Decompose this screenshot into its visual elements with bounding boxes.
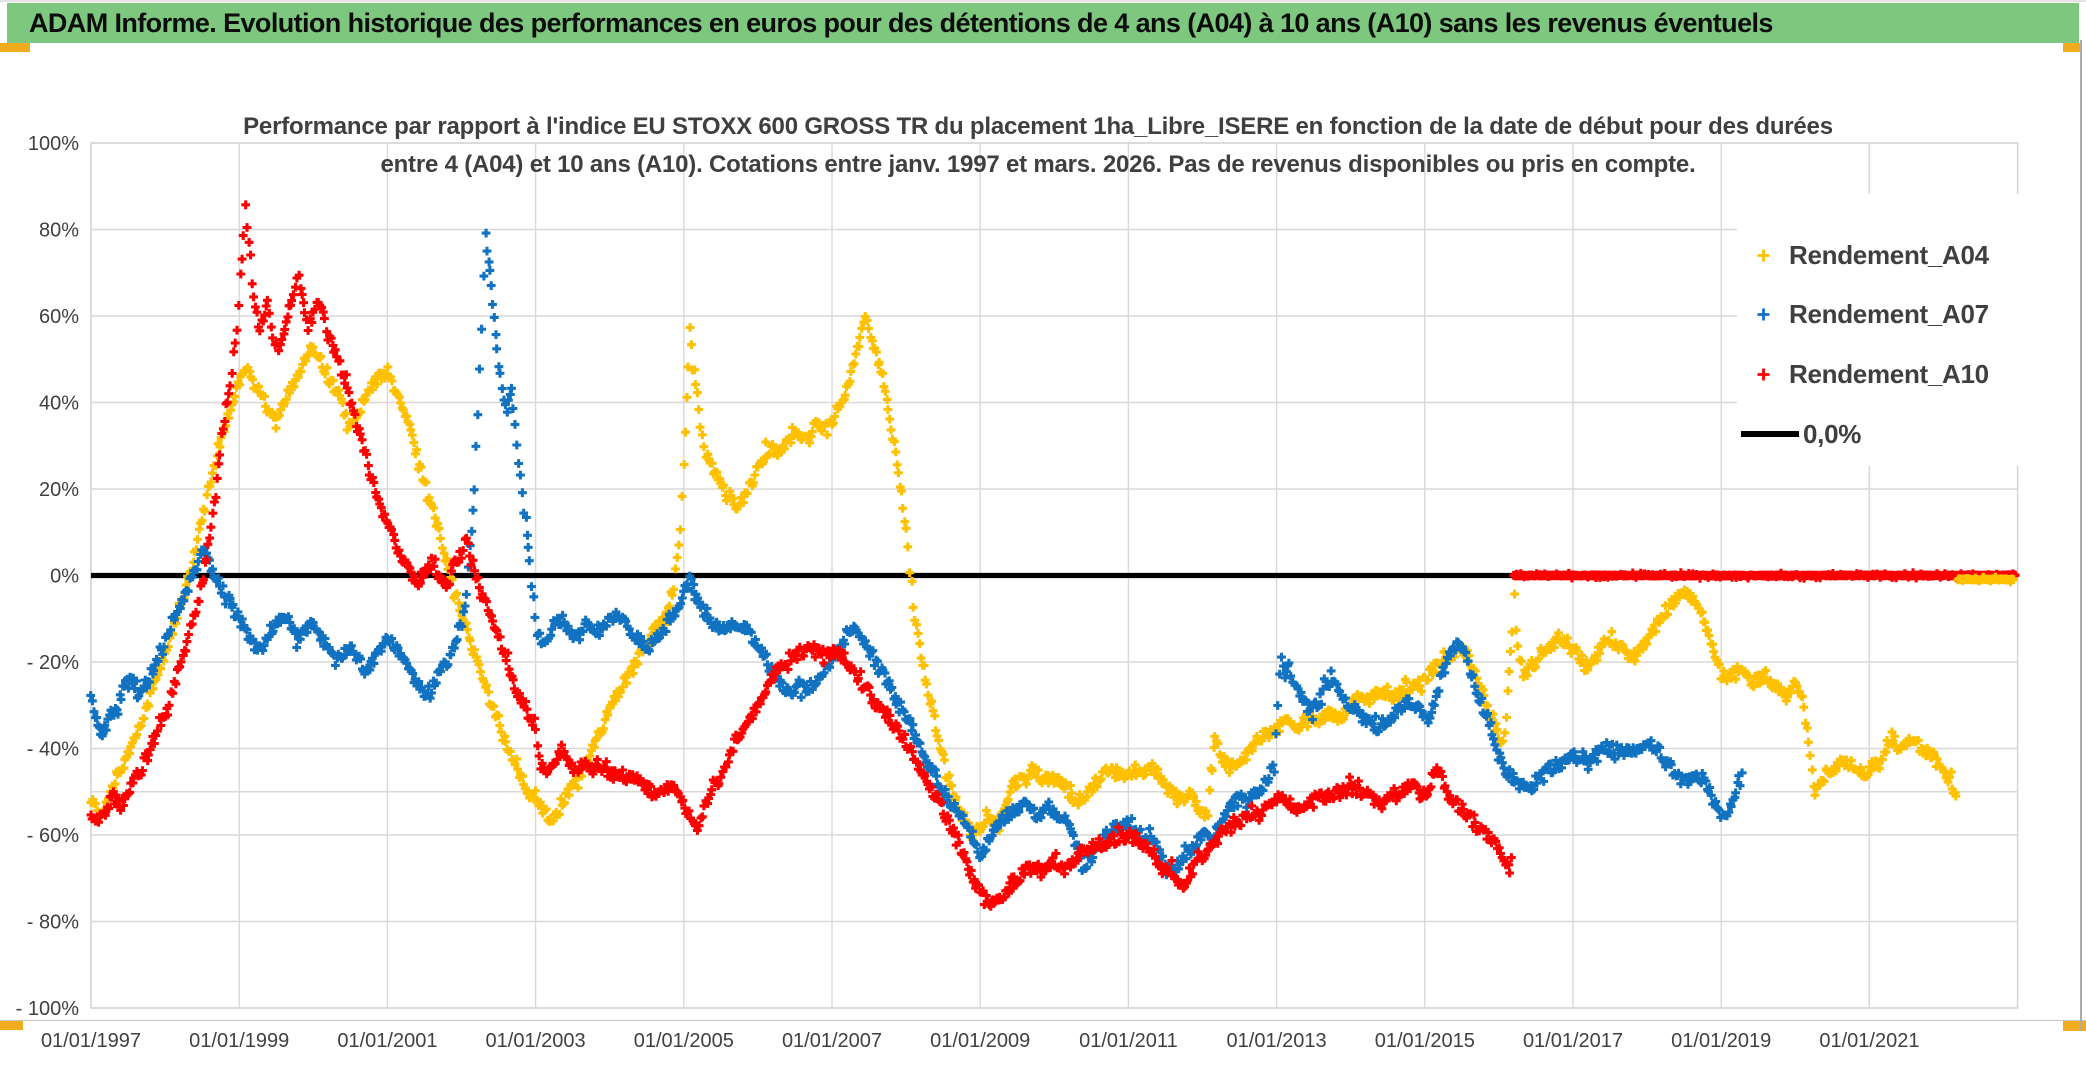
page-right-border [2080, 40, 2082, 1031]
zero-tail-rendement_a04 [1953, 572, 2018, 587]
x-axis-tick-label: 01/01/2013 [1227, 1030, 1327, 1052]
corner-accent-top-right [2063, 43, 2080, 52]
legend-item-rendement-a10[interactable]: Rendement_A10 [1737, 356, 2078, 392]
x-axis-tick-label: 01/01/2001 [337, 1030, 437, 1052]
y-axis-tick-label: - 20% [27, 652, 79, 674]
corner-accent-bottom-right [2063, 1020, 2086, 1031]
x-axis-tick-label: 01/01/1999 [189, 1030, 289, 1052]
y-axis-tick-label: - 40% [27, 739, 79, 761]
x-axis-tick-label: 01/01/2009 [930, 1030, 1030, 1052]
x-axis-tick-label: 01/01/2021 [1819, 1030, 1919, 1052]
performance-chart[interactable]: 100% 80% 60% 40% 20% 0% - 20% - 40% - 60% - 80% - … [0, 44, 2086, 1052]
legend-label: Rendement_A10 [1789, 358, 1989, 389]
legend-label: Rendement_A07 [1789, 298, 1989, 329]
line-marker-icon [1737, 429, 1803, 439]
x-axis-tick-label: 01/01/2005 [634, 1030, 734, 1052]
series-rendement_a07 [86, 228, 1747, 880]
x-axis-tick-label: 01/01/2019 [1671, 1030, 1771, 1052]
page-title: ADAM Informe. Evolution historique des p… [29, 7, 1773, 38]
chart-subtitle-line1: Performance par rapport à l'indice EU ST… [243, 113, 1833, 140]
plus-marker-icon [1737, 367, 1789, 382]
legend-item-rendement-a07[interactable]: Rendement_A07 [1737, 296, 2078, 332]
x-axis-tick-label: 01/01/2015 [1375, 1030, 1475, 1052]
y-axis-tick-label: 80% [39, 220, 79, 242]
series-rendement_a10 [86, 200, 1516, 911]
x-axis-tick-label: 01/01/1997 [41, 1030, 141, 1052]
legend-label: Rendement_A04 [1789, 239, 1989, 270]
y-axis-tick-label: 60% [39, 306, 79, 328]
x-axis-tick-label: 01/01/2011 [1079, 1030, 1178, 1052]
y-axis-tick-label: - 80% [27, 912, 79, 934]
title-bar: ADAM Informe. Evolution historique des p… [7, 3, 2079, 43]
x-axis-tick-label: 01/01/2007 [782, 1030, 882, 1052]
y-axis-tick-label: - 60% [27, 825, 79, 847]
page-top-border [0, 0, 2086, 2]
legend-item-rendement-a04[interactable]: Rendement_A04 [1737, 237, 2078, 273]
chart-subtitle: Performance par rapport à l'indice EU ST… [160, 108, 1916, 184]
y-axis-tick-label: 40% [39, 393, 79, 415]
series-rendement_a04 [86, 312, 1961, 844]
chart-subtitle-line2: entre 4 (A04) et 10 ans (A10). Cotations… [380, 151, 1696, 178]
plus-marker-icon [1737, 248, 1789, 263]
legend-item-zero-line[interactable]: 0,0% [1737, 416, 2078, 452]
zero-tail-rendement_a10 [1509, 568, 2020, 583]
page-bottom-border [0, 1020, 2086, 1021]
x-axis-tick-label: 01/01/2017 [1523, 1030, 1623, 1052]
y-axis-tick-label: 100% [28, 133, 79, 155]
y-axis-tick-label: 0% [50, 566, 79, 588]
x-axis-tick-label: 01/01/2003 [486, 1030, 586, 1052]
corner-accent-bottom-left [0, 1020, 23, 1030]
y-axis-tick-label: 20% [39, 479, 79, 501]
chart-legend: Rendement_A04 Rendement_A07 Rendement_A1… [1737, 194, 2078, 466]
y-axis-tick-label: - 100% [16, 998, 80, 1020]
plus-marker-icon [1737, 307, 1789, 322]
app-window: { "window": { "title": "ADAM Informe. Ev… [0, 0, 2086, 1052]
legend-label: 0,0% [1803, 418, 1862, 449]
corner-accent-top-left [0, 43, 30, 52]
